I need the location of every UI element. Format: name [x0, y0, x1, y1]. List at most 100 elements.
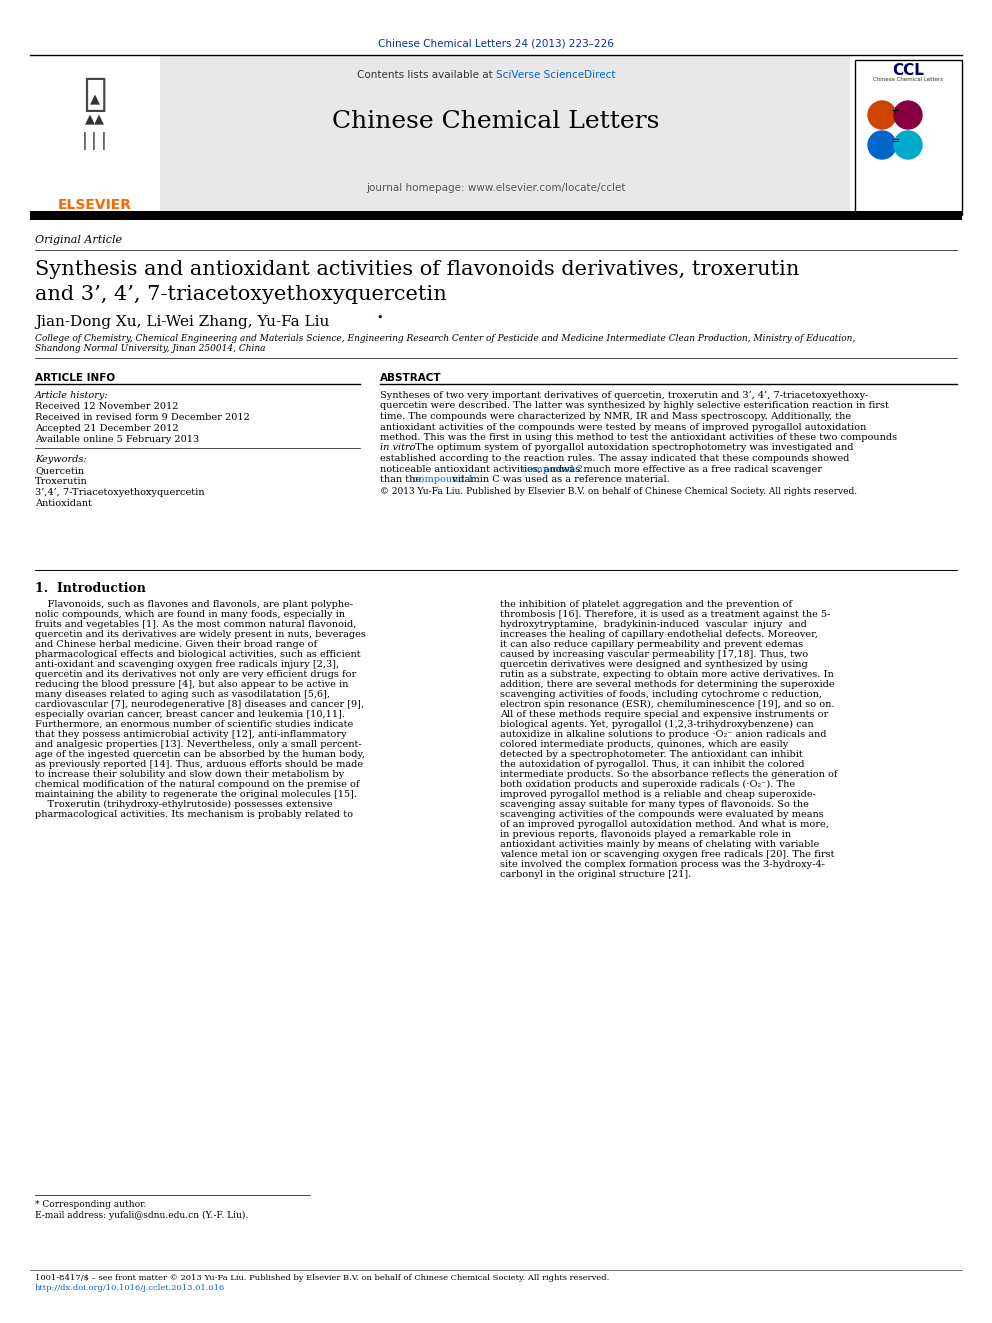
- Text: Troxerutin (trihydroxy-ethylrutoside) possesses extensive: Troxerutin (trihydroxy-ethylrutoside) po…: [35, 800, 332, 810]
- Text: thrombosis [16]. Therefore, it is used as a treatment against the 5-: thrombosis [16]. Therefore, it is used a…: [500, 610, 830, 619]
- Text: Accepted 21 December 2012: Accepted 21 December 2012: [35, 423, 179, 433]
- Bar: [855, 60, 962, 216]
- Text: 🌲: 🌲: [83, 75, 107, 112]
- Text: colored intermediate products, quinones, which are easily: colored intermediate products, quinones,…: [500, 740, 789, 749]
- Text: age of the ingested quercetin can be absorbed by the human body,: age of the ingested quercetin can be abs…: [35, 750, 365, 759]
- Text: compound 1: compound 1: [413, 475, 474, 484]
- Text: was much more effective as a free radical scavenger: was much more effective as a free radica…: [558, 464, 822, 474]
- Circle shape: [868, 101, 896, 130]
- Bar: [160, 56, 850, 216]
- Text: Available online 5 February 2013: Available online 5 February 2013: [35, 435, 199, 445]
- Text: quercetin and its derivatives not only are very efficient drugs for: quercetin and its derivatives not only a…: [35, 669, 356, 679]
- Text: fruits and vegetables [1]. As the most common natural flavonoid,: fruits and vegetables [1]. As the most c…: [35, 620, 356, 628]
- Text: many diseases related to aging such as vasodilatation [5,6],: many diseases related to aging such as v…: [35, 691, 330, 699]
- Text: Synthesis and antioxidant activities of flavonoids derivatives, troxerutin: Synthesis and antioxidant activities of …: [35, 261, 800, 279]
- Bar: [30, 62, 160, 210]
- Text: 1.  Introduction: 1. Introduction: [35, 582, 146, 595]
- Text: Chinese Chemical Letters: Chinese Chemical Letters: [873, 77, 943, 82]
- Text: http://dx.doi.org/10.1016/j.cclet.2013.01.016: http://dx.doi.org/10.1016/j.cclet.2013.0…: [35, 1285, 225, 1293]
- Text: Troxerutin: Troxerutin: [35, 478, 87, 486]
- Text: noticeable antioxidant activities, and: noticeable antioxidant activities, and: [380, 464, 565, 474]
- Circle shape: [894, 131, 922, 159]
- Text: © 2013 Yu-Fa Liu. Published by Elsevier B.V. on behalf of Chinese Chemical Socie: © 2013 Yu-Fa Liu. Published by Elsevier …: [380, 487, 857, 496]
- Text: it can also reduce capillary permeability and prevent edemas: it can also reduce capillary permeabilit…: [500, 640, 804, 650]
- Text: site involved the complex formation process was the 3-hydroxy-4-: site involved the complex formation proc…: [500, 860, 825, 869]
- Text: Chinese Chemical Letters: Chinese Chemical Letters: [332, 110, 660, 134]
- Text: ▲
▲▲
|||: ▲ ▲▲ |||: [80, 90, 110, 149]
- Text: carbonyl in the original structure [21].: carbonyl in the original structure [21].: [500, 871, 691, 878]
- Text: as previously reported [14]. Thus, arduous efforts should be made: as previously reported [14]. Thus, arduo…: [35, 759, 363, 769]
- Text: ELSEVIER: ELSEVIER: [58, 198, 132, 212]
- Text: time. The compounds were characterized by NMR, IR and Mass spectroscopy. Additio: time. The compounds were characterized b…: [380, 411, 851, 421]
- Text: scavenging activities of foods, including cytochrome c reduction,: scavenging activities of foods, includin…: [500, 691, 822, 699]
- Text: rutin as a substrate, expecting to obtain more active derivatives. In: rutin as a substrate, expecting to obtai…: [500, 669, 833, 679]
- Text: E-mail address: yufali@sdnu.edu.cn (Y.-F. Liu).: E-mail address: yufali@sdnu.edu.cn (Y.-F…: [35, 1211, 248, 1220]
- Text: the autoxidation of pyrogallol. Thus, it can inhibit the colored: the autoxidation of pyrogallol. Thus, it…: [500, 759, 805, 769]
- Text: Quercetin: Quercetin: [35, 466, 84, 475]
- Text: especially ovarian cancer, breast cancer and leukemia [10,11].: especially ovarian cancer, breast cancer…: [35, 710, 345, 718]
- Text: antioxidant activities of the compounds were tested by means of improved pyrogal: antioxidant activities of the compounds …: [380, 422, 866, 431]
- Text: to increase their solubility and slow down their metabolism by: to increase their solubility and slow do…: [35, 770, 344, 779]
- Text: chemical modification of the natural compound on the premise of: chemical modification of the natural com…: [35, 781, 359, 789]
- Text: quercetin derivatives were designed and synthesized by using: quercetin derivatives were designed and …: [500, 660, 807, 669]
- Text: autoxidize in alkaline solutions to produce ⋅O₂⁻ anion radicals and: autoxidize in alkaline solutions to prod…: [500, 730, 826, 740]
- Text: than the: than the: [380, 475, 425, 484]
- Text: journal homepage: www.elsevier.com/locate/cclet: journal homepage: www.elsevier.com/locat…: [366, 183, 626, 193]
- Text: =: =: [890, 136, 900, 146]
- Text: Contents lists available at: Contents lists available at: [357, 70, 496, 79]
- Text: Syntheses of two very important derivatives of quercetin, troxerutin and 3’, 4’,: Syntheses of two very important derivati…: [380, 392, 868, 400]
- Text: ARTICLE INFO: ARTICLE INFO: [35, 373, 115, 382]
- Text: •: •: [376, 314, 383, 323]
- Text: method. This was the first in using this method to test the antioxidant activiti: method. This was the first in using this…: [380, 433, 897, 442]
- Text: and analgesic properties [13]. Nevertheless, only a small percent-: and analgesic properties [13]. Neverthel…: [35, 740, 362, 749]
- Text: both oxidation products and superoxide radicals (⋅O₂⁻). The: both oxidation products and superoxide r…: [500, 781, 796, 789]
- Text: compound 2: compound 2: [522, 464, 583, 474]
- Text: detected by a spectrophotometer. The antioxidant can inhibit: detected by a spectrophotometer. The ant…: [500, 750, 803, 759]
- Text: Received in revised form 9 December 2012: Received in revised form 9 December 2012: [35, 413, 250, 422]
- Text: CCL: CCL: [892, 64, 924, 78]
- Text: intermediate products. So the absorbance reflects the generation of: intermediate products. So the absorbance…: [500, 770, 837, 779]
- Text: caused by increasing vascular permeability [17,18]. Thus, two: caused by increasing vascular permeabili…: [500, 650, 808, 659]
- Text: Flavonoids, such as flavones and flavonols, are plant polyphe-: Flavonoids, such as flavones and flavono…: [35, 601, 353, 609]
- Text: Keywords:: Keywords:: [35, 455, 86, 464]
- Text: hydroxytryptamine,  bradykinin-induced  vascular  injury  and: hydroxytryptamine, bradykinin-induced va…: [500, 620, 806, 628]
- Text: Chinese Chemical Letters 24 (2013) 223–226: Chinese Chemical Letters 24 (2013) 223–2…: [378, 38, 614, 48]
- Text: in vitro: in vitro: [380, 443, 416, 452]
- Text: scavenging activities of the compounds were evaluated by means: scavenging activities of the compounds w…: [500, 810, 823, 819]
- Text: improved pyrogallol method is a reliable and cheap superoxide-: improved pyrogallol method is a reliable…: [500, 790, 815, 799]
- Text: cardiovascular [7], neurodegenerative [8] diseases and cancer [9],: cardiovascular [7], neurodegenerative [8…: [35, 700, 364, 709]
- Text: . The optimum system of pyorgallol autoxidation spectrophotometry was investigat: . The optimum system of pyorgallol autox…: [409, 443, 854, 452]
- Circle shape: [894, 101, 922, 130]
- Text: * Corresponding author.: * Corresponding author.: [35, 1200, 147, 1209]
- Text: College of Chemistry, Chemical Engineering and Materials Science, Engineering Re: College of Chemistry, Chemical Engineeri…: [35, 333, 855, 343]
- Text: addition, there are several methods for determining the superoxide: addition, there are several methods for …: [500, 680, 834, 689]
- Text: in previous reports, flavonoids played a remarkable role in: in previous reports, flavonoids played a…: [500, 830, 791, 839]
- Text: maintaining the ability to regenerate the original molecules [15].: maintaining the ability to regenerate th…: [35, 790, 357, 799]
- Text: that they possess antimicrobial activity [12], anti-inflammatory: that they possess antimicrobial activity…: [35, 730, 346, 740]
- Text: 1001-8417/$ – see front matter © 2013 Yu-Fa Liu. Published by Elsevier B.V. on b: 1001-8417/$ – see front matter © 2013 Yu…: [35, 1274, 609, 1282]
- Text: pharmacological activities. Its mechanism is probably related to: pharmacological activities. Its mechanis…: [35, 810, 353, 819]
- Text: valence metal ion or scavenging oxygen free radicals [20]. The first: valence metal ion or scavenging oxygen f…: [500, 849, 834, 859]
- Text: increases the healing of capillary endothelial defects. Moreover,: increases the healing of capillary endot…: [500, 630, 817, 639]
- Text: pharmacological effects and biological activities, such as efficient: pharmacological effects and biological a…: [35, 650, 361, 659]
- Circle shape: [868, 131, 896, 159]
- Text: Shandong Normal University, Jinan 250014, China: Shandong Normal University, Jinan 250014…: [35, 344, 266, 353]
- Text: quercetin were described. The latter was synthesized by highly selective esterif: quercetin were described. The latter was…: [380, 401, 889, 410]
- Text: established according to the reaction rules. The assay indicated that these comp: established according to the reaction ru…: [380, 454, 849, 463]
- Text: Antioxidant: Antioxidant: [35, 499, 92, 508]
- Text: ABSTRACT: ABSTRACT: [380, 373, 441, 382]
- Text: anti-oxidant and scavenging oxygen free radicals injury [2,3],: anti-oxidant and scavenging oxygen free …: [35, 660, 339, 669]
- Text: Original Article: Original Article: [35, 235, 122, 245]
- Text: the inhibition of platelet aggregation and the prevention of: the inhibition of platelet aggregation a…: [500, 601, 792, 609]
- Text: Furthermore, an enormous number of scientific studies indicate: Furthermore, an enormous number of scien…: [35, 720, 353, 729]
- Text: and Chinese herbal medicine. Given their broad range of: and Chinese herbal medicine. Given their…: [35, 640, 317, 650]
- Text: Article history:: Article history:: [35, 392, 109, 400]
- Text: biological agents. Yet, pyrogallol (1,2,3-trihydroxybenzene) can: biological agents. Yet, pyrogallol (1,2,…: [500, 720, 813, 729]
- Text: 3’,4’, 7-Triacetoxyethoxyquercetin: 3’,4’, 7-Triacetoxyethoxyquercetin: [35, 488, 204, 497]
- Text: vitamin C was used as a reference material.: vitamin C was used as a reference materi…: [449, 475, 670, 484]
- Text: Received 12 November 2012: Received 12 November 2012: [35, 402, 179, 411]
- Text: quercetin and its derivatives are widely present in nuts, beverages: quercetin and its derivatives are widely…: [35, 630, 366, 639]
- Bar: [30, 210, 962, 220]
- Text: of an improved pyrogallol autoxidation method. And what is more,: of an improved pyrogallol autoxidation m…: [500, 820, 829, 830]
- Text: electron spin resonance (ESR), chemiluminescence [19], and so on.: electron spin resonance (ESR), chemilumi…: [500, 700, 834, 709]
